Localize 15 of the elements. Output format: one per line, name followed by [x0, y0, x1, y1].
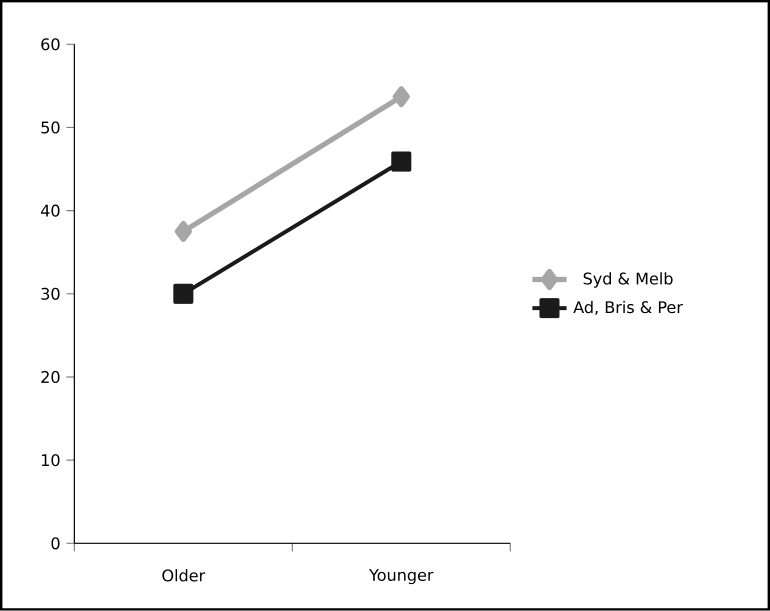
y-tick-label: 10	[42, 454, 60, 466]
point	[173, 284, 194, 304]
y-tick-label: 20	[41, 371, 60, 384]
y-tick-label: 40	[40, 204, 60, 217]
point	[174, 220, 192, 242]
x-tick-label: Younger	[369, 569, 434, 584]
point	[391, 152, 412, 172]
y-tick-label: 50	[41, 122, 60, 134]
y-tick-label: 0	[51, 537, 60, 550]
x-tick-label: Older	[162, 569, 206, 582]
legend-label: Ad, Bris & Per	[573, 301, 683, 316]
point	[392, 86, 410, 108]
y-tick-label: 30	[41, 288, 60, 300]
y-tick-label: 60	[41, 38, 60, 50]
legend-label: Syd & Melb	[584, 272, 673, 288]
